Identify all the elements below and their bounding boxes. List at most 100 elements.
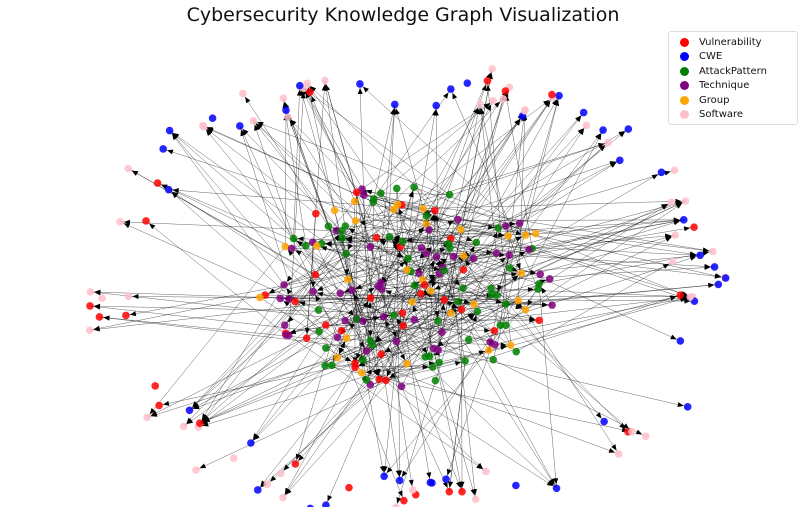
legend-label: Group <box>699 94 730 106</box>
node-group <box>447 309 455 317</box>
node-attackpattern <box>385 232 394 241</box>
node-attackpattern <box>324 222 333 230</box>
edge <box>169 130 430 357</box>
node-software <box>86 288 95 296</box>
edge <box>414 266 715 286</box>
edge <box>346 253 526 310</box>
node-cwe <box>679 216 688 224</box>
legend-marker <box>680 37 689 47</box>
edge-arrow <box>94 289 101 295</box>
node-software <box>667 198 675 207</box>
node-vulnerability <box>142 217 150 225</box>
node-vulnerability <box>440 295 448 304</box>
node-cwe <box>657 168 666 177</box>
edge-arrow <box>425 247 432 253</box>
node-attackpattern <box>390 311 398 319</box>
node-attackpattern <box>473 307 482 316</box>
edge-arrow <box>429 260 435 267</box>
edge-arrow <box>447 481 453 488</box>
edge <box>370 294 497 299</box>
edge <box>195 330 495 471</box>
edge-arrow <box>172 132 180 139</box>
edge <box>295 198 375 465</box>
edge-arrow <box>310 86 317 92</box>
node-attackpattern <box>353 315 361 324</box>
edge <box>356 192 400 481</box>
edge <box>307 83 461 230</box>
node-cwe <box>552 484 561 493</box>
node-group <box>459 252 468 260</box>
node-attackpattern <box>431 376 440 385</box>
node-technique <box>358 185 366 193</box>
edge <box>288 335 487 472</box>
node-technique <box>502 222 510 230</box>
edge-arrow <box>408 190 414 198</box>
edge-arrow <box>499 252 506 258</box>
node-software <box>279 493 287 502</box>
edge-arrow <box>321 84 327 91</box>
edge-arrow <box>172 187 179 193</box>
node-software <box>681 197 690 205</box>
edge <box>436 160 620 258</box>
edge <box>169 130 382 283</box>
node-cwe <box>442 475 450 483</box>
node-attackpattern <box>369 195 378 203</box>
edge <box>283 98 307 246</box>
edge <box>488 255 510 351</box>
edge <box>288 285 379 336</box>
edge-arrow <box>689 255 697 261</box>
node-attackpattern <box>487 290 496 299</box>
edge-arrow <box>399 353 406 361</box>
legend-label: Technique <box>699 80 750 92</box>
node-software <box>279 94 288 103</box>
edge <box>418 115 523 274</box>
node-technique <box>287 244 296 253</box>
node-vulnerability <box>501 87 510 95</box>
edge-arrow <box>386 369 392 377</box>
node-vulnerability <box>377 350 385 359</box>
edge-arrow <box>452 92 458 100</box>
node-attackpattern <box>322 344 330 352</box>
legend-label: AttackPattern <box>699 65 767 77</box>
edge <box>189 258 474 411</box>
edge <box>383 104 396 317</box>
node-software <box>614 450 623 458</box>
node-attackpattern <box>489 355 498 364</box>
node-technique <box>392 337 401 346</box>
edge-arrow <box>298 454 304 461</box>
edge <box>380 142 609 355</box>
edge-arrow <box>619 422 626 429</box>
edge <box>169 130 285 286</box>
node-technique <box>358 317 367 326</box>
edge-arrow <box>511 275 519 282</box>
edge <box>303 88 412 272</box>
edge-arrow <box>386 466 393 474</box>
edge-arrow <box>357 87 363 95</box>
edge <box>291 248 348 280</box>
node-technique <box>515 219 524 228</box>
node-cwe <box>247 439 255 447</box>
edge-arrow <box>661 204 668 209</box>
node-technique <box>422 249 431 258</box>
legend-label: Vulnerability <box>699 36 762 48</box>
edge <box>393 246 401 316</box>
edge-arrow <box>207 128 214 133</box>
node-technique <box>397 382 406 391</box>
edge <box>253 120 382 283</box>
edge-arrow <box>287 316 294 323</box>
node-technique <box>491 340 499 349</box>
edge-arrow <box>240 129 246 137</box>
edge-arrow <box>664 170 671 176</box>
edge-arrow <box>635 429 643 435</box>
node-attackpattern <box>440 266 448 275</box>
node-cwe <box>306 504 314 507</box>
node-group <box>344 275 352 284</box>
edge <box>373 100 494 200</box>
node-group <box>470 300 478 308</box>
node-attackpattern <box>422 212 431 220</box>
edge <box>453 256 629 432</box>
edge-arrow <box>599 145 606 152</box>
node-cwe <box>714 280 723 289</box>
node-attackpattern <box>328 361 336 370</box>
edge-arrow <box>327 495 333 502</box>
